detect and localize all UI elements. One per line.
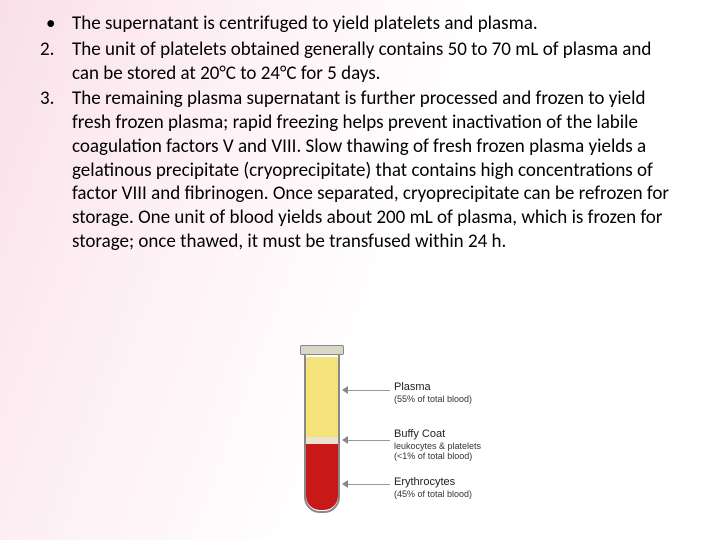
- item-text: The remaining plasma supernatant is furt…: [72, 87, 680, 253]
- plasma-layer: [306, 357, 338, 437]
- label-title: Erythrocytes: [394, 476, 472, 489]
- slide-text-block: • The supernatant is centrifuged to yiel…: [0, 0, 720, 254]
- label-sub: (55% of total blood): [394, 394, 472, 404]
- label-title: Buffy Coat: [394, 428, 481, 441]
- item-text: The unit of platelets obtained generally…: [72, 38, 680, 86]
- leader-line: [348, 440, 390, 441]
- leader-line: [348, 390, 390, 391]
- blood-tube-diagram: Plasma (55% of total blood) Buffy Coat l…: [230, 345, 550, 535]
- leader-line: [348, 484, 390, 485]
- rbc-label: Erythrocytes (45% of total blood): [394, 476, 472, 499]
- list-item: 2. The unit of platelets obtained genera…: [40, 38, 680, 86]
- number-marker: 3.: [40, 87, 72, 253]
- label-sub: leukocytes & platelets: [394, 441, 481, 451]
- buffy-label: Buffy Coat leukocytes & platelets (<1% o…: [394, 428, 481, 461]
- tube-cap: [300, 345, 344, 355]
- label-sub: (<1% of total blood): [394, 451, 481, 461]
- buffy-coat-layer: [306, 437, 338, 444]
- label-title: Plasma: [394, 381, 472, 394]
- item-text: The supernatant is centrifuged to yield …: [72, 12, 680, 36]
- bullet-marker: •: [40, 12, 72, 36]
- label-sub: (45% of total blood): [394, 489, 472, 499]
- list-item: 3. The remaining plasma supernatant is f…: [40, 87, 680, 253]
- list-item: • The supernatant is centrifuged to yiel…: [40, 12, 680, 36]
- erythrocyte-layer: [306, 444, 338, 510]
- plasma-label: Plasma (55% of total blood): [394, 381, 472, 404]
- number-marker: 2.: [40, 38, 72, 86]
